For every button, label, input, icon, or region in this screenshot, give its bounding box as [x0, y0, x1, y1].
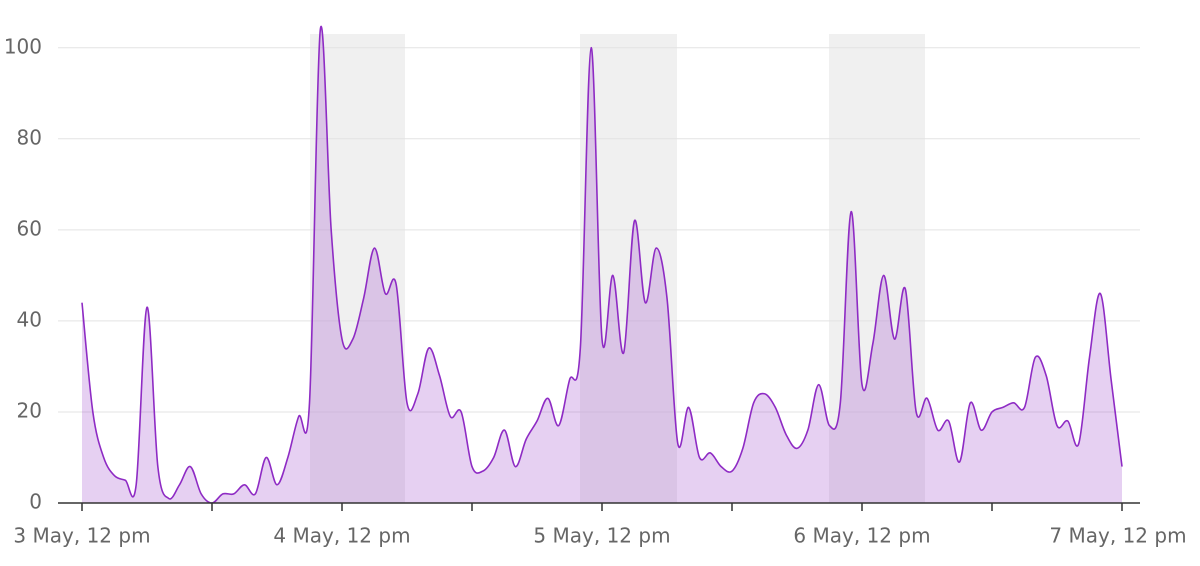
highlight-band: [580, 34, 677, 503]
x-tick-label: 7 May, 12 pm: [1049, 524, 1186, 548]
area-fill: [82, 26, 1122, 503]
line: [81, 25, 1123, 504]
highlight-band: [829, 34, 925, 503]
y-tick-label: 40: [17, 307, 42, 331]
y-tick-label: 60: [17, 216, 42, 240]
y-tick-label: 100: [4, 34, 42, 58]
y-tick-label: 20: [17, 398, 42, 422]
y-tick-label: 80: [17, 125, 42, 149]
x-tick-label: 6 May, 12 pm: [793, 524, 930, 548]
x-tick-label: 5 May, 12 pm: [533, 524, 670, 548]
y-tick-label: 0: [29, 490, 42, 514]
x-tick-label: 3 May, 12 pm: [13, 524, 150, 548]
x-tick-label: 4 May, 12 pm: [273, 524, 410, 548]
